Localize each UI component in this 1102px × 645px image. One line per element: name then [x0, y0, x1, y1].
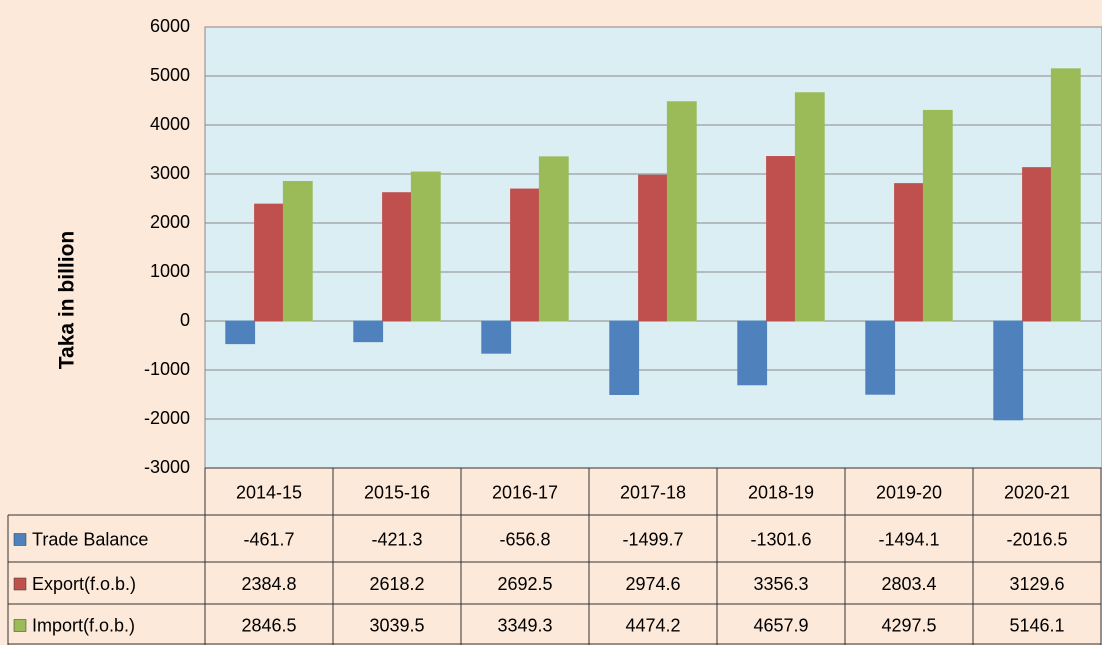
- bar: [510, 188, 540, 322]
- bar: [666, 101, 697, 322]
- x-tick-label: 2016-17: [492, 482, 558, 502]
- y-tick-label: 4000: [150, 114, 190, 134]
- table-cell: 4297.5: [881, 615, 936, 635]
- table-cell: 2618.2: [369, 574, 424, 594]
- y-tick-label: -3000: [144, 457, 190, 477]
- legend-key: [13, 619, 27, 632]
- legend-label: Trade Balance: [32, 529, 148, 549]
- table-cell: 3129.6: [1009, 574, 1064, 594]
- x-tick-label: 2017-18: [620, 482, 686, 502]
- bar: [282, 181, 313, 322]
- table-cell: 3356.3: [753, 574, 808, 594]
- legend-key: [13, 533, 27, 546]
- legend-label: Export(f.o.b.): [32, 574, 136, 594]
- bar: [410, 171, 441, 322]
- bar: [1022, 167, 1052, 322]
- bar: [382, 192, 412, 322]
- bar: [737, 320, 768, 386]
- bar: [254, 203, 284, 322]
- bar: [1050, 68, 1081, 322]
- y-tick-label: 3000: [150, 163, 190, 183]
- y-tick-label: 5000: [150, 65, 190, 85]
- table-cell: -1301.6: [750, 529, 811, 549]
- bar: [894, 183, 924, 322]
- y-tick-label: -1000: [144, 359, 190, 379]
- table-cell: 2974.6: [625, 574, 680, 594]
- bar: [538, 156, 569, 322]
- table-cell: 4474.2: [625, 615, 680, 635]
- bar: [638, 174, 668, 322]
- table-cell: 4657.9: [753, 615, 808, 635]
- bar: [766, 156, 796, 322]
- table-cell: -421.3: [371, 529, 422, 549]
- bar: [609, 320, 640, 395]
- y-tick-label: 0: [180, 310, 190, 330]
- bar: [353, 320, 384, 343]
- y-tick-label: -2000: [144, 408, 190, 428]
- bar: [481, 320, 512, 354]
- table-cell: 2803.4: [881, 574, 936, 594]
- y-tick-label: 1000: [150, 261, 190, 281]
- bar: [922, 109, 953, 322]
- x-tick-label: 2019-20: [876, 482, 942, 502]
- x-tick-label: 2020-21: [1004, 482, 1070, 502]
- table-cell: 2846.5: [241, 615, 296, 635]
- bar: [865, 320, 896, 395]
- x-tick-label: 2015-16: [364, 482, 430, 502]
- y-axis-label: Taka in billion: [56, 231, 79, 369]
- bar: [993, 320, 1024, 421]
- table-cell: 5146.1: [1009, 615, 1064, 635]
- y-tick-label: 6000: [150, 16, 190, 36]
- table-cell: -1494.1: [878, 529, 939, 549]
- legend-key: [13, 577, 27, 591]
- x-tick-label: 2014-15: [236, 482, 302, 502]
- table-cell: -656.8: [499, 529, 550, 549]
- table-cell: 2384.8: [241, 574, 296, 594]
- y-tick-label: 2000: [150, 212, 190, 232]
- legend-label: Import(f.o.b.): [32, 615, 135, 635]
- table-cell: 2692.5: [497, 574, 552, 594]
- table-cell: -2016.5: [1006, 529, 1067, 549]
- x-tick-label: 2018-19: [748, 482, 814, 502]
- bar: [225, 320, 256, 345]
- table-cell: 3039.5: [369, 615, 424, 635]
- table-cell: 3349.3: [497, 615, 552, 635]
- table-cell: -461.7: [243, 529, 294, 549]
- table-cell: -1499.7: [622, 529, 683, 549]
- bar: [794, 92, 825, 322]
